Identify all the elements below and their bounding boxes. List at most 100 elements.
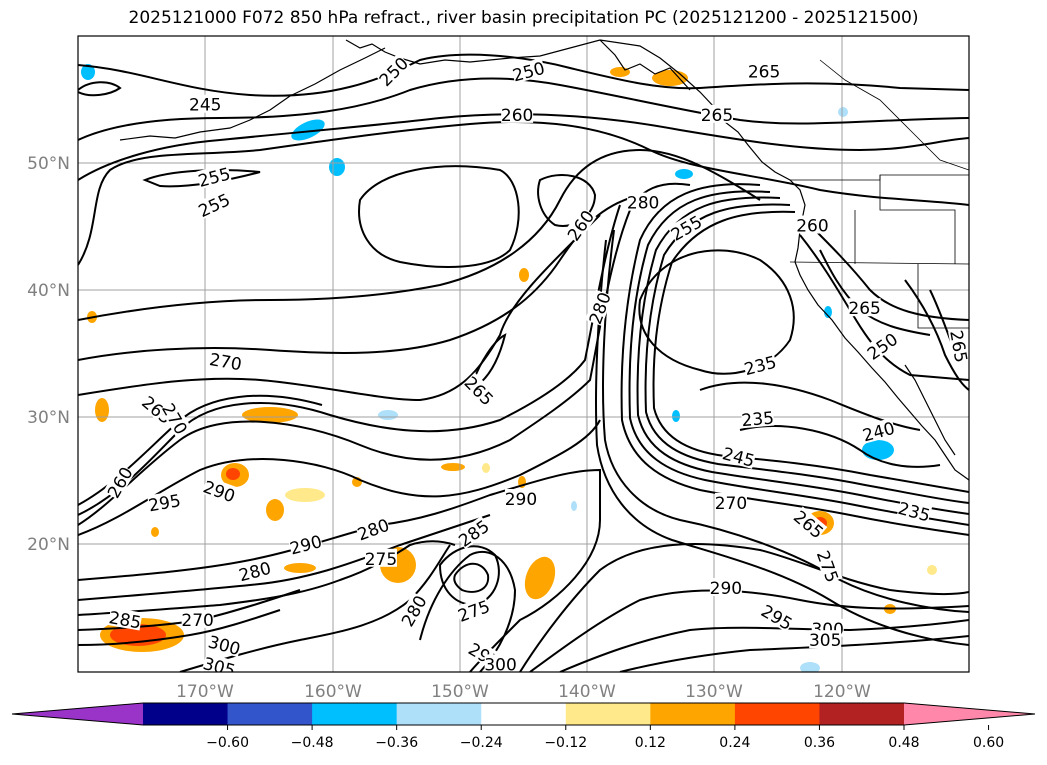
precip-strong-positive-blob: [226, 468, 240, 480]
lat-tick-label: 20°N: [27, 535, 70, 555]
contour-label: 235: [896, 499, 933, 527]
contour-line: [78, 81, 122, 97]
precip-negative-blob: [862, 440, 894, 460]
us-canada-border: [790, 174, 969, 181]
colorbar-extend-high: [904, 703, 1035, 725]
aleutian-islands-coastline: [119, 47, 386, 141]
colorbar-tick-label: 0.48: [888, 735, 919, 751]
contour-label-background: [287, 530, 324, 557]
lon-tick-label: 170°W: [176, 682, 234, 702]
contour-label-background: [103, 463, 135, 501]
contour-label-background: [863, 328, 901, 363]
contour-label: 275: [365, 550, 397, 570]
contour-line: [179, 544, 451, 672]
contour-label: 270: [715, 494, 747, 514]
contour-line: [78, 419, 601, 536]
contour-label: 305: [809, 631, 841, 651]
contour-label-background: [791, 506, 828, 541]
precip-weak-negative-blob: [571, 501, 577, 511]
precip-weak-negative-blob: [800, 662, 820, 672]
alaska-panhandle-coastline: [599, 39, 691, 91]
precip-weak-positive-blob: [927, 565, 937, 575]
contour-line: [519, 543, 969, 672]
contour-line: [78, 120, 969, 266]
contour-label: 260: [564, 207, 599, 245]
contour-line: [358, 165, 520, 268]
contour-line: [595, 239, 969, 646]
precip-positive-blob: [524, 556, 556, 600]
contour-line: [78, 540, 456, 616]
contour-label: 255: [196, 190, 234, 222]
contour-label-background: [201, 653, 238, 672]
precip-positive-blob: [242, 407, 298, 423]
contour-line: [78, 182, 691, 526]
colorbar-segment: [565, 703, 651, 725]
contour-label-background: [236, 557, 273, 584]
precip-positive-blob: [151, 527, 159, 537]
contour-line: [78, 204, 621, 516]
north-america-coastline: [345, 39, 969, 481]
contour-label: 280: [398, 592, 432, 630]
contour-label: 270: [208, 350, 243, 375]
contour-label-background: [196, 163, 232, 190]
contour-label-background: [714, 492, 747, 511]
contour-line: [620, 183, 969, 536]
contour-label: 250: [864, 330, 902, 365]
contour-line: [652, 210, 969, 493]
contour-line: [739, 425, 941, 468]
precip-positive-blob: [652, 70, 688, 86]
contour-label-background: [364, 548, 397, 567]
contour-label: 245: [189, 96, 221, 116]
colorbar: −0.60 −0.48 −0.36 −0.24 −0.12 0.12 0.24 0.36 0.4…: [11, 702, 1036, 751]
lat-tick-label: 40°N: [27, 281, 70, 301]
contour-label-background: [563, 206, 597, 244]
contour-label-background: [896, 497, 933, 524]
colorbar-segment: [819, 703, 905, 725]
contour-label-background: [501, 104, 534, 123]
precip-weak-negative-blob: [378, 410, 398, 420]
colorbar-tick-label: −0.24: [460, 735, 503, 751]
precip-weak-negative-blob: [838, 107, 848, 117]
contour-label-background: [195, 189, 233, 220]
colorbar-segment: [396, 703, 482, 725]
precip-positive-blob: [610, 67, 630, 77]
colorbar-segment: [650, 703, 736, 725]
contour-label-background: [627, 192, 660, 211]
contour-label-background: [510, 57, 547, 84]
colorbar-tick-label: 0.24: [719, 735, 750, 751]
contour-label: 265: [945, 329, 970, 364]
precip-negative-blob: [329, 158, 345, 176]
contour-label: 235: [741, 408, 775, 431]
contour-label-background: [181, 609, 214, 628]
contour-line: [78, 514, 491, 601]
lat-tick-label: 30°N: [27, 408, 70, 428]
contour-line: [628, 190, 969, 526]
contour-label: 280: [355, 516, 392, 546]
colorbar-tick-label: 0.60: [973, 735, 1004, 751]
precip-negative-blob: [291, 119, 325, 141]
precip-negative-blob: [675, 169, 693, 179]
contour-label-background: [758, 600, 796, 633]
colorbar-tick-label: 0.36: [804, 735, 835, 751]
contour-line: [78, 77, 969, 141]
contour-label-background: [740, 407, 775, 429]
contour-label-background: [748, 61, 781, 80]
contour-label-background: [107, 607, 143, 631]
contour-label-background: [709, 578, 742, 597]
contour-label: 265: [460, 373, 497, 410]
precip-positive-blob: [266, 499, 284, 521]
contour-label: 270: [181, 611, 213, 631]
contour-label: 300: [484, 655, 516, 675]
contour-label: 280: [586, 290, 616, 327]
contour-label: 290: [710, 579, 742, 599]
contour-line: [453, 562, 490, 593]
contour-line: [78, 468, 601, 672]
contour-label-background: [809, 630, 842, 649]
contour-label: 265: [848, 299, 880, 319]
precip-positive-blob: [95, 398, 109, 422]
contour-label: 290: [288, 532, 325, 560]
contour-label-background: [814, 547, 843, 585]
contour-label-background: [948, 328, 969, 364]
